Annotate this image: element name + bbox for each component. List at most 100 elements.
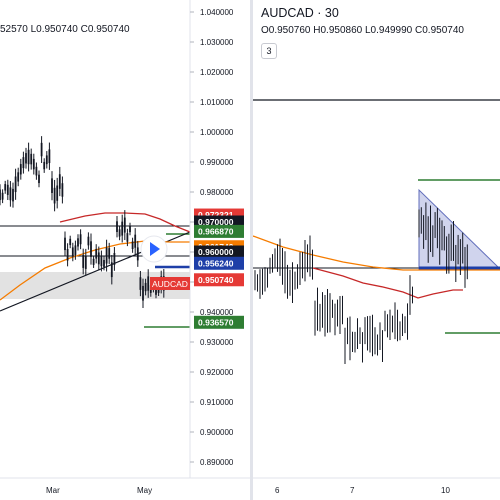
candle-body: [48, 149, 51, 164]
price-tag: 0.936570: [194, 315, 244, 329]
candle-body: [71, 247, 74, 257]
candle-body: [1, 192, 4, 200]
candle-body: [136, 247, 139, 261]
price-tick-label: 0.980000: [200, 188, 234, 197]
ma-red-right: [312, 267, 463, 299]
price-tick-label: 0.930000: [200, 338, 234, 347]
candle-body: [66, 249, 69, 261]
price-tag-label: 0.936570: [198, 317, 234, 327]
candle-body: [82, 255, 85, 268]
left-ohlc-readout: 52570 L0.950740 C0.950740: [0, 24, 130, 35]
time-label-7: 7: [350, 486, 355, 495]
price-tick-label: 0.920000: [200, 368, 234, 377]
candle-body: [53, 187, 56, 204]
candle-body: [116, 221, 118, 232]
candle-body: [126, 233, 129, 242]
candle-body: [22, 157, 25, 169]
candle-body: [40, 142, 43, 157]
candle-body: [123, 217, 126, 233]
price-tag: 0.950740: [194, 273, 244, 287]
candle-body: [108, 248, 111, 259]
left-chart-canvas[interactable]: 1.040000 1.030000 1.020000 1.010000 1.000000…: [0, 0, 250, 500]
right-chart-pane[interactable]: 6 7 10 AUDCAD · 30 O0.950760 H0.950860 L…: [253, 0, 500, 500]
candle-body: [139, 277, 142, 290]
price-tag: 0.956240: [194, 256, 244, 270]
price-tick-label: 1.010000: [200, 98, 234, 107]
candle-body: [0, 189, 1, 201]
candle-body: [19, 164, 22, 175]
candle-body: [110, 262, 113, 278]
price-tag-label: 0.966870: [198, 226, 234, 236]
candle-body: [69, 238, 72, 246]
candle-body: [4, 184, 7, 191]
left-price-tags: 0.9723210.9700000.9668700.9617490.960000…: [194, 208, 244, 329]
candle-body: [155, 287, 157, 295]
price-tag-label: 0.956240: [198, 258, 234, 268]
candle-body: [79, 234, 82, 245]
price-tag-label: 0.970000: [198, 217, 234, 227]
price-tick-label: 1.030000: [200, 38, 234, 47]
right-candles: [254, 202, 468, 364]
candle-body: [30, 153, 33, 165]
candle-body: [121, 221, 124, 236]
play-icon: [150, 242, 160, 256]
time-label-mar: Mar: [46, 486, 60, 495]
right-ohlc-readout: O0.950760 H0.950860 L0.949990 C0.950740: [261, 25, 464, 36]
symbol-tag: AUDCAD: [152, 279, 188, 289]
candle-body: [87, 236, 90, 246]
candle-body: [92, 258, 95, 265]
candle-body: [131, 241, 134, 250]
price-tick-label: 1.000000: [200, 128, 234, 137]
indicators-toggle-badge[interactable]: 3: [261, 43, 277, 59]
candle-body: [134, 234, 137, 248]
candle-body: [27, 149, 30, 165]
candle-body: [6, 184, 9, 195]
candle-body: [35, 166, 38, 176]
candle-body: [77, 238, 79, 247]
price-tick-label: 1.040000: [200, 8, 234, 17]
symbol-tag-box: [150, 277, 190, 290]
left-chart-pane[interactable]: 1.040000 1.030000 1.020000 1.010000 1.000000…: [0, 0, 250, 500]
price-tick-label: 0.890000: [200, 458, 234, 467]
candle-body: [45, 155, 48, 165]
price-tag: 0.966870: [194, 224, 244, 238]
right-chart-canvas[interactable]: 6 7 10: [253, 0, 500, 500]
candle-body: [9, 187, 12, 201]
ma-orange-right: [253, 235, 500, 271]
time-label-6: 6: [275, 486, 280, 495]
candle-body: [84, 255, 87, 269]
candle-body: [56, 185, 59, 201]
candle-body: [95, 248, 98, 259]
candle-body: [61, 183, 64, 197]
candle-body: [113, 252, 116, 265]
candle-body: [103, 259, 105, 267]
candle-body: [147, 276, 150, 291]
price-tag-label: 0.972321: [198, 210, 234, 220]
candle-body: [32, 158, 35, 170]
price-tick-label: 0.940000: [200, 308, 234, 317]
candle-body: [25, 153, 27, 164]
pane-divider[interactable]: [250, 0, 253, 500]
candle-body: [12, 188, 14, 202]
candle-body: [129, 225, 131, 233]
candle-body: [105, 247, 108, 264]
price-tick-label: 0.910000: [200, 398, 234, 407]
price-tag-label: 0.960000: [198, 247, 234, 257]
price-tick-label: 0.900000: [200, 428, 234, 437]
candle-body: [14, 176, 17, 193]
candle-body: [74, 245, 77, 255]
candle-body: [118, 229, 121, 237]
candle-body: [90, 241, 92, 257]
candle-body: [142, 285, 144, 301]
price-tag-label: 0.950740: [198, 275, 234, 285]
candle-body: [38, 174, 40, 184]
candle-body: [97, 252, 100, 265]
price-tick-label: 1.020000: [200, 68, 234, 77]
candle-body: [144, 282, 147, 292]
candle-body: [58, 174, 61, 189]
time-label-may: May: [137, 486, 152, 495]
price-tag: 0.960000: [194, 245, 244, 259]
candle-body: [64, 237, 66, 251]
chart-title[interactable]: AUDCAD · 30: [261, 6, 339, 20]
time-label-10: 10: [441, 486, 450, 495]
